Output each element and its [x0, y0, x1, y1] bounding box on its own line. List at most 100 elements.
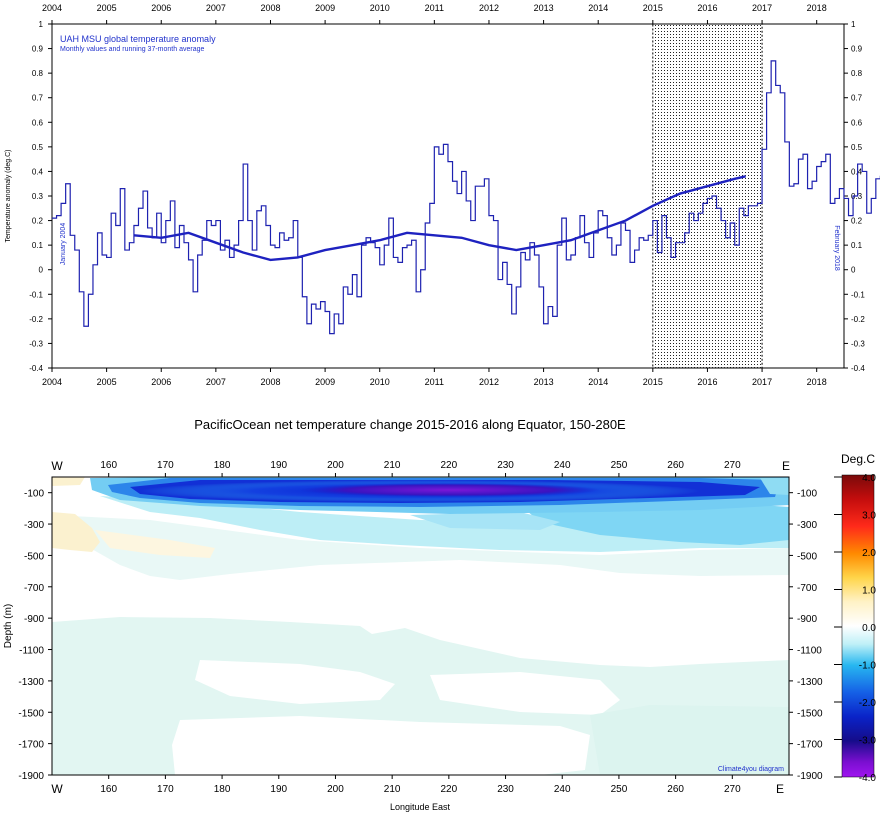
running-average-line [133, 175, 746, 262]
heatmap-y-tick-label-right: -1100 [797, 646, 822, 657]
heatmap-y-tick-label-right: -700 [797, 583, 817, 594]
heatmap-x-tick-label: 240 [554, 784, 571, 795]
heatmap-y-tick-label: -1300 [18, 677, 44, 688]
colorbar-tick-label: 2.0 [862, 548, 876, 559]
top-y-tick-label: 1 [39, 20, 44, 29]
top-y-tick-label: -0.1 [29, 290, 43, 299]
top-x-tick-label: 2005 [97, 377, 117, 387]
east-label-top: E [782, 459, 790, 473]
top-y-tick-label: -0.2 [29, 315, 43, 324]
heatmap-x-tick-label-upper: 270 [724, 460, 741, 471]
heatmap-x-tick-label: 190 [270, 784, 287, 795]
top-x-tick-label: 2013 [534, 377, 554, 387]
west-label-bottom: W [51, 782, 63, 796]
top-x-tick-label: 2018 [807, 377, 827, 387]
top-y-tick-label: 0.2 [32, 217, 44, 226]
top-x-tick-label: 2015 [643, 377, 663, 387]
top-y-tick-label-right: 0.5 [851, 143, 863, 152]
colorbar-tick-label: 1.0 [862, 586, 876, 597]
surface-warm-patch [52, 477, 85, 486]
top-x-tick-label-upper: 2004 [42, 3, 62, 13]
heatmap-x-tick-label-upper: 230 [497, 460, 514, 471]
top-x-tick-label: 2011 [425, 377, 444, 387]
top-y-tick-label-right: -0.1 [851, 290, 865, 299]
top-x-tick-label-upper: 2007 [206, 3, 226, 13]
colorbar-tick-label: -3.0 [859, 736, 877, 747]
heatmap-x-axis: 160 160 170 170 180 180 190 190 200 200 210 210 220 2… [100, 460, 741, 795]
colorbar-tick-label: 3.0 [862, 511, 876, 522]
colorbar-tick-label: 0.0 [862, 623, 876, 634]
warm-patch [52, 512, 100, 552]
heatmap-y-tick-label: -1900 [18, 771, 44, 782]
left-note: January 2004 [60, 223, 67, 266]
top-y-tick-label-right: 0.6 [851, 118, 863, 127]
top-y-tick-label-right: 1 [851, 20, 856, 29]
mid-cool-layer [52, 515, 789, 580]
top-y-tick-label: 0 [39, 266, 44, 275]
top-y-tick-label-right: 0.1 [851, 241, 863, 250]
top-y-tick-label: 0.6 [32, 118, 44, 127]
top-x-tick-label-upper: 2014 [588, 3, 608, 13]
top-x-tick-label: 2007 [206, 377, 226, 387]
top-y-tick-label: -0.4 [29, 364, 43, 373]
top-x-tick-label: 2017 [752, 377, 772, 387]
top-x-tick-label-upper: 2016 [697, 3, 717, 13]
heatmap-x-tick-label: 260 [667, 784, 684, 795]
top-y-tick-label-right: 0 [851, 266, 856, 275]
top-x-tick-label-upper: 2012 [479, 3, 499, 13]
top-y-tick-label: -0.3 [29, 339, 43, 348]
top-x-tick-label-upper: 2008 [260, 3, 280, 13]
right-note: February 2018 [833, 225, 840, 271]
heatmap-x-tick-label-upper: 210 [384, 460, 401, 471]
top-x-tick-label-upper: 2013 [534, 3, 554, 13]
shaded-period [652, 23, 763, 369]
heatmap-y-tick-label-right: -900 [797, 614, 817, 625]
heatmap-fields [52, 477, 789, 775]
heatmap-y-tick-label: -1100 [19, 646, 44, 657]
temperature-anomaly-chart: 2004 2004 2005 2005 2006 2006 2007 2007 2008 2008… [5, 3, 880, 387]
colorbar: Deg.C 4.0 3.0 2.0 1.0 0.0 -1.0 -2.0 -3.0 -4.0 [834, 452, 876, 784]
heatmap-x-tick-label-upper: 170 [157, 460, 174, 471]
top-y-tick-label-right: -0.4 [851, 364, 865, 373]
heatmap-y-tick-label-right: -1700 [797, 740, 823, 751]
heatmap-x-tick-label: 220 [441, 784, 458, 795]
purple-core [300, 483, 600, 497]
heatmap-y-tick-label: -1700 [18, 740, 44, 751]
top-x-tick-label: 2006 [151, 377, 171, 387]
top-chart-title: UAH MSU global temperature anomaly [60, 34, 216, 44]
heatmap-x-tick-label-upper: 260 [667, 460, 684, 471]
top-y-tick-label: 0.4 [32, 167, 44, 176]
top-y-tick-label-right: 0.9 [851, 45, 863, 54]
colorbar-tick-label: -2.0 [859, 698, 877, 709]
top-y-axis: -0.4 -0.4 -0.3 -0.3 -0.2 -0.2 -0.1 -0.1 0 0 0.1 0.1… [29, 20, 865, 373]
cool-layer-mid [410, 512, 560, 530]
colorbar-title: Deg.C [841, 452, 875, 466]
top-x-tick-label-upper: 2005 [97, 3, 117, 13]
top-y-tick-label-right: 0.8 [851, 69, 863, 78]
heatmap-y-axis: -100 -100 -300 -300 -500 -500 -700 -700 -900 -900… [18, 489, 823, 782]
colorbar-tick-label: -4.0 [859, 773, 877, 784]
top-x-tick-label: 2009 [315, 377, 335, 387]
top-y-tick-label: 0.8 [32, 69, 44, 78]
top-y-tick-label: 0.5 [32, 143, 44, 152]
top-y-tick-label-right: -0.2 [851, 315, 865, 324]
top-x-tick-label: 2010 [370, 377, 390, 387]
top-x-tick-label-upper: 2011 [425, 3, 444, 13]
heatmap-x-tick-label-upper: 180 [214, 460, 231, 471]
heatmap-x-tick-label: 230 [497, 784, 514, 795]
heatmap-y-tick-label-right: -100 [797, 489, 817, 500]
ocean-heatmap: 160 160 170 170 180 180 190 190 200 200 210 210 220 2… [3, 459, 823, 812]
surface-right-cyan [760, 478, 789, 495]
top-chart-subtitle: Monthly values and running 37-month aver… [60, 46, 204, 53]
heatmap-y-tick-label: -500 [24, 551, 44, 562]
heatmap-x-tick-label-upper: 240 [554, 460, 571, 471]
top-x-tick-label: 2008 [260, 377, 280, 387]
heatmap-y-tick-label: -100 [24, 489, 44, 500]
monthly-values-line [52, 60, 880, 335]
west-label-top: W [51, 459, 63, 473]
deep-cool-patch [590, 705, 789, 775]
top-x-tick-label-upper: 2009 [315, 3, 335, 13]
top-y-tick-label: 0.3 [32, 192, 44, 201]
heatmap-x-tick-label-upper: 220 [441, 460, 458, 471]
